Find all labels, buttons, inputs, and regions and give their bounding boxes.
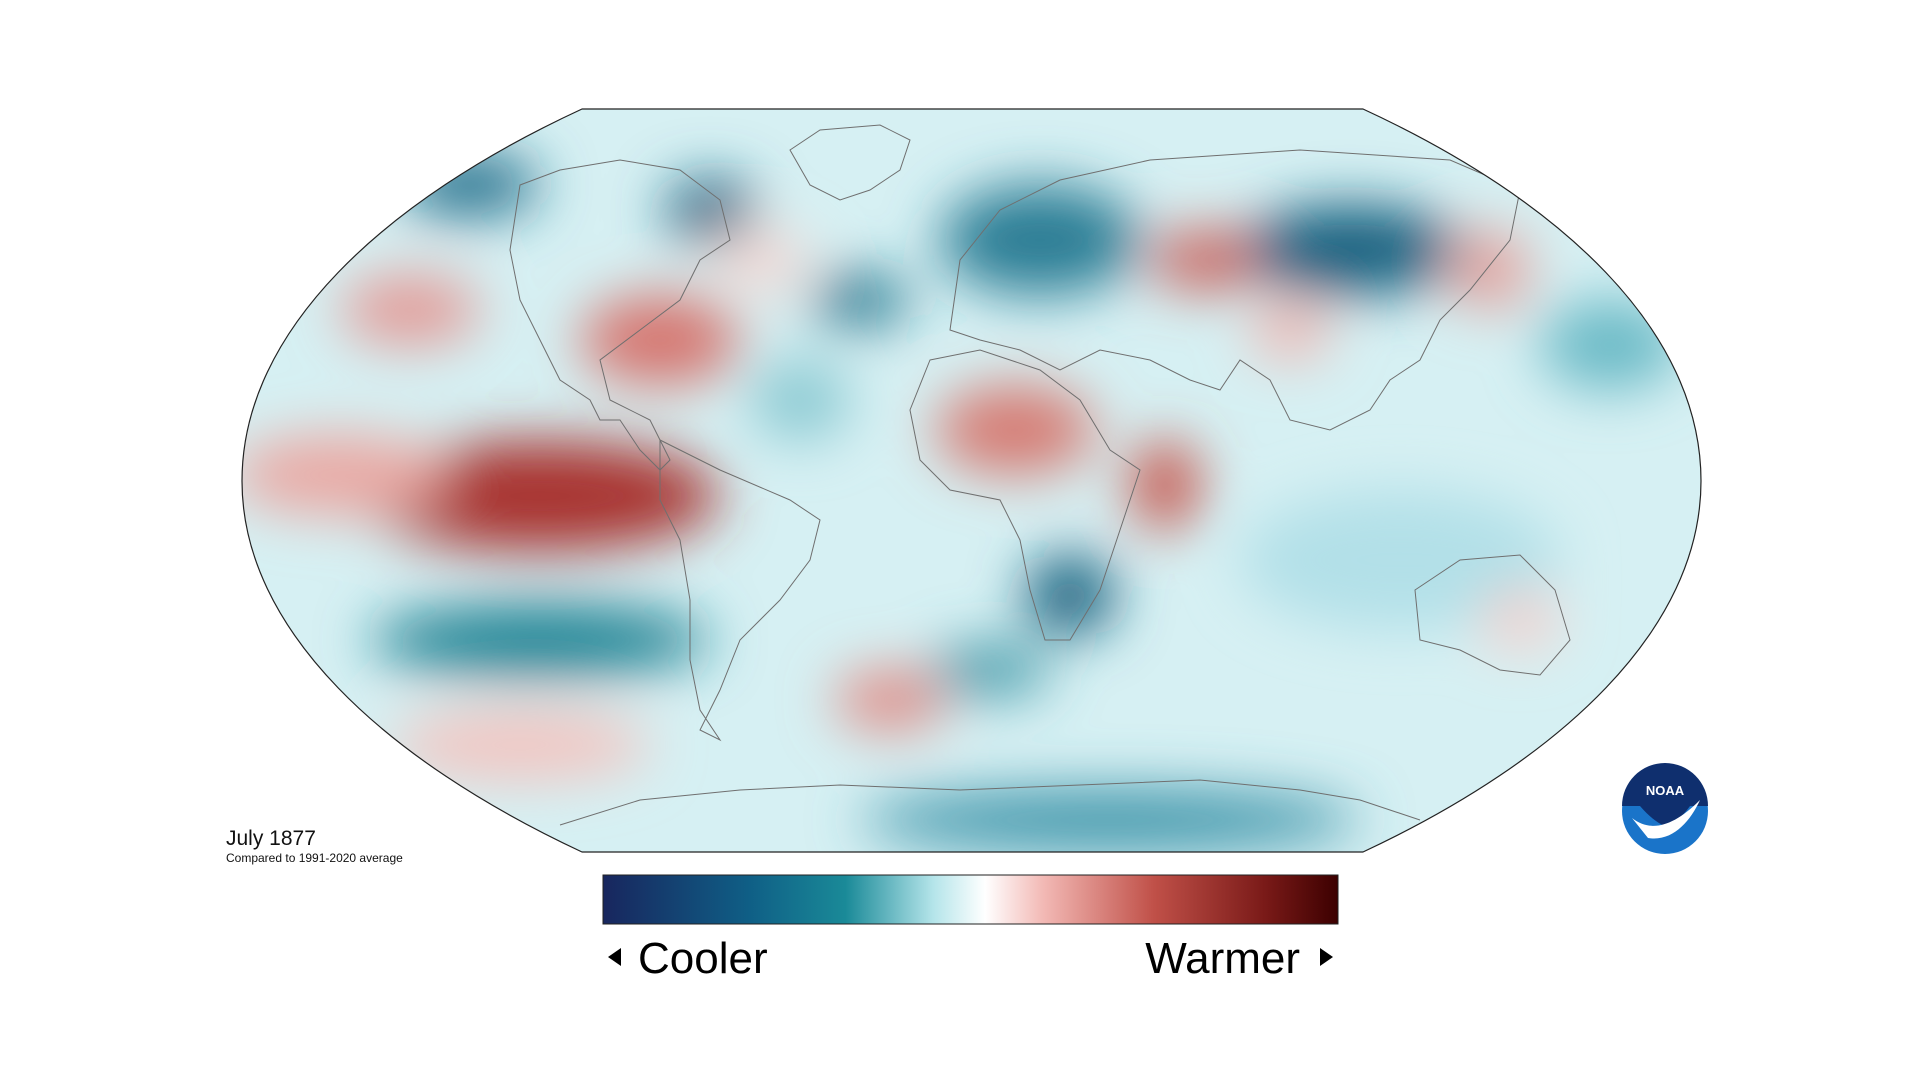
cooler-label: Cooler	[638, 934, 768, 983]
coastlines	[509, 124, 1571, 826]
noaa-logo: NOAA	[1622, 763, 1708, 854]
map-subtitle: Compared to 1991-2020 average	[226, 851, 403, 865]
logo-text: NOAA	[1646, 783, 1685, 798]
map-title: July 1877	[226, 827, 316, 850]
map-border	[241, 108, 1702, 853]
warmer-label: Warmer	[1145, 934, 1300, 983]
cooler-arrow	[608, 948, 621, 966]
warmer-arrow	[1320, 948, 1333, 966]
color-bar	[602, 874, 1339, 925]
anomaly-field	[242, 109, 1701, 852]
